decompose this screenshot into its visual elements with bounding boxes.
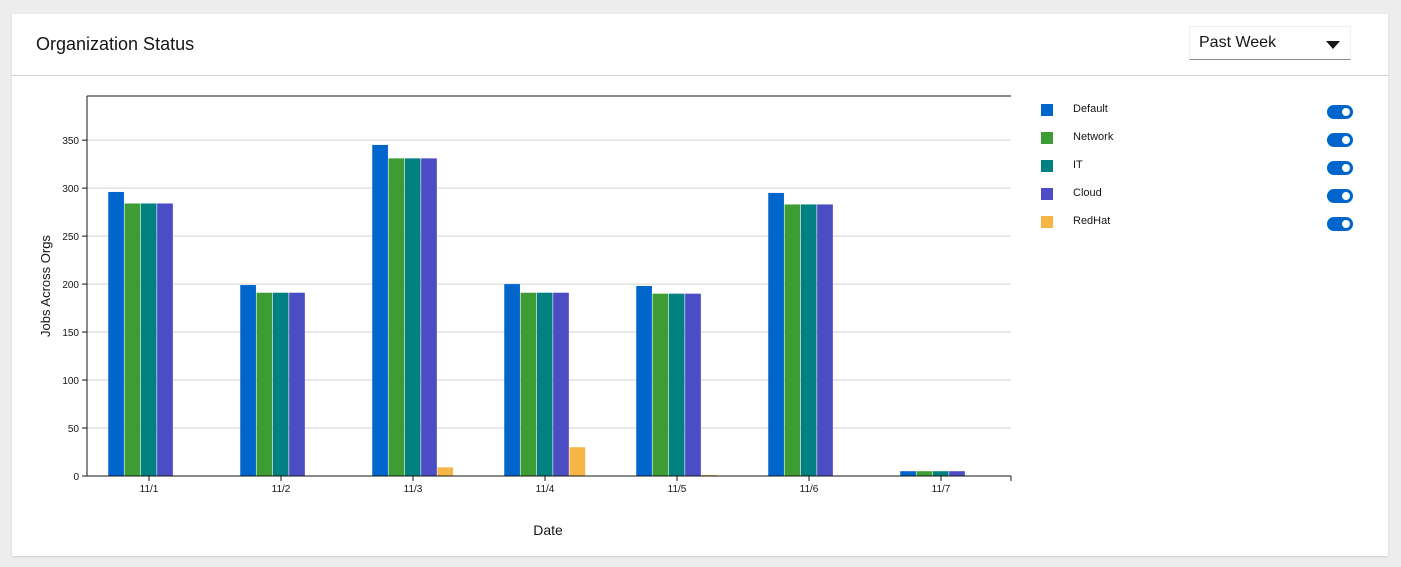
bar-redhat-11-3[interactable] <box>437 467 454 476</box>
bar-network-11-2[interactable] <box>256 292 273 476</box>
bar-cloud-11-3[interactable] <box>421 158 437 477</box>
card-header: Organization Status Past Week <box>12 14 1388 76</box>
bar-network-11-5[interactable] <box>652 293 669 476</box>
bar-cloud-11-6[interactable] <box>817 204 833 477</box>
bar-default-11-6[interactable] <box>768 192 784 476</box>
legend-item-cloud: Cloud <box>1041 186 1361 214</box>
bar-default-11-4[interactable] <box>504 284 520 476</box>
bar-it-11-4[interactable] <box>536 292 553 476</box>
legend-item-redhat: RedHat <box>1041 214 1361 242</box>
bars <box>108 144 965 477</box>
bar-default-11-3[interactable] <box>372 144 388 476</box>
axes: 0 50 100 150 200 250 300 350 11/1 11/2 11/3 11/4 11/… <box>62 95 1012 495</box>
x-axis-label: Date <box>533 522 563 538</box>
legend-toggle-it[interactable] <box>1327 161 1353 175</box>
bar-network-11-7[interactable] <box>916 471 933 476</box>
bar-cloud-11-4[interactable] <box>553 292 569 476</box>
x-tick-label: 11/7 <box>932 484 951 495</box>
legend-item-default: Default <box>1041 102 1361 130</box>
legend-label: Network <box>1073 131 1114 143</box>
legend-label: Default <box>1073 103 1108 115</box>
legend-swatch <box>1041 216 1053 228</box>
toggle-knob <box>1342 108 1350 116</box>
y-tick-label: 150 <box>62 328 79 339</box>
legend-toggle-default[interactable] <box>1327 105 1353 119</box>
y-tick-label: 100 <box>62 376 79 387</box>
legend: Default Network IT Cloud RedHat <box>1041 102 1361 242</box>
legend-swatch <box>1041 132 1053 144</box>
bar-network-11-3[interactable] <box>388 158 405 477</box>
legend-toggle-network[interactable] <box>1327 133 1353 147</box>
bar-chart: 0 50 100 150 200 250 300 350 11/1 11/2 11/3 11/4 11/… <box>12 76 1022 556</box>
toggle-knob <box>1342 192 1350 200</box>
legend-swatch <box>1041 160 1053 172</box>
x-tick-label: 11/4 <box>536 484 555 495</box>
legend-label: Cloud <box>1073 187 1102 199</box>
bar-it-11-6[interactable] <box>800 204 817 477</box>
bar-it-11-1[interactable] <box>140 203 157 477</box>
x-tick-label: 11/3 <box>404 484 423 495</box>
legend-toggle-redhat[interactable] <box>1327 217 1353 231</box>
period-select-value: Past Week <box>1199 34 1277 51</box>
bar-cloud-11-2[interactable] <box>289 292 305 476</box>
bar-cloud-11-7[interactable] <box>949 471 965 476</box>
bar-it-11-7[interactable] <box>932 471 949 476</box>
legend-swatch <box>1041 104 1053 116</box>
bar-redhat-11-4[interactable] <box>569 447 586 476</box>
legend-label: IT <box>1073 159 1083 171</box>
x-tick-label: 11/5 <box>668 484 687 495</box>
y-tick-label: 350 <box>62 136 79 147</box>
x-tick-label: 11/2 <box>272 484 291 495</box>
legend-toggle-cloud[interactable] <box>1327 189 1353 203</box>
toggle-knob <box>1342 220 1350 228</box>
y-tick-label: 200 <box>62 280 79 291</box>
bar-default-11-7[interactable] <box>900 471 916 476</box>
bar-chart-svg: 0 50 100 150 200 250 300 350 11/1 11/2 11/3 11/4 11/… <box>38 95 1012 538</box>
y-tick-label: 250 <box>62 232 79 243</box>
bar-network-11-4[interactable] <box>520 292 537 476</box>
bar-network-11-1[interactable] <box>124 203 141 477</box>
bar-it-11-3[interactable] <box>404 158 421 477</box>
caret-down-icon <box>1326 41 1340 49</box>
period-select[interactable]: Past Week <box>1189 26 1351 60</box>
card-title: Organization Status <box>36 34 195 54</box>
y-tick-label: 300 <box>62 184 79 195</box>
bar-it-11-2[interactable] <box>272 292 289 476</box>
legend-label: RedHat <box>1073 215 1111 227</box>
y-axis-label: Jobs Across Orgs <box>38 235 53 337</box>
organization-status-card: Organization Status Past Week 0 50 100 150 2… <box>12 14 1388 556</box>
bar-default-11-1[interactable] <box>108 191 124 476</box>
y-tick-label: 0 <box>73 472 79 483</box>
bar-it-11-5[interactable] <box>668 293 685 476</box>
toggle-knob <box>1342 136 1350 144</box>
toggle-knob <box>1342 164 1350 172</box>
y-tick-label: 50 <box>68 424 80 435</box>
bar-cloud-11-5[interactable] <box>685 293 701 476</box>
bar-cloud-11-1[interactable] <box>157 203 173 477</box>
bar-default-11-5[interactable] <box>636 286 652 476</box>
legend-item-it: IT <box>1041 158 1361 186</box>
bar-default-11-2[interactable] <box>240 285 256 476</box>
legend-swatch <box>1041 188 1053 200</box>
x-tick-label: 11/1 <box>140 484 159 495</box>
bar-network-11-6[interactable] <box>784 204 801 477</box>
x-tick-label: 11/6 <box>800 484 819 495</box>
legend-item-network: Network <box>1041 130 1361 158</box>
